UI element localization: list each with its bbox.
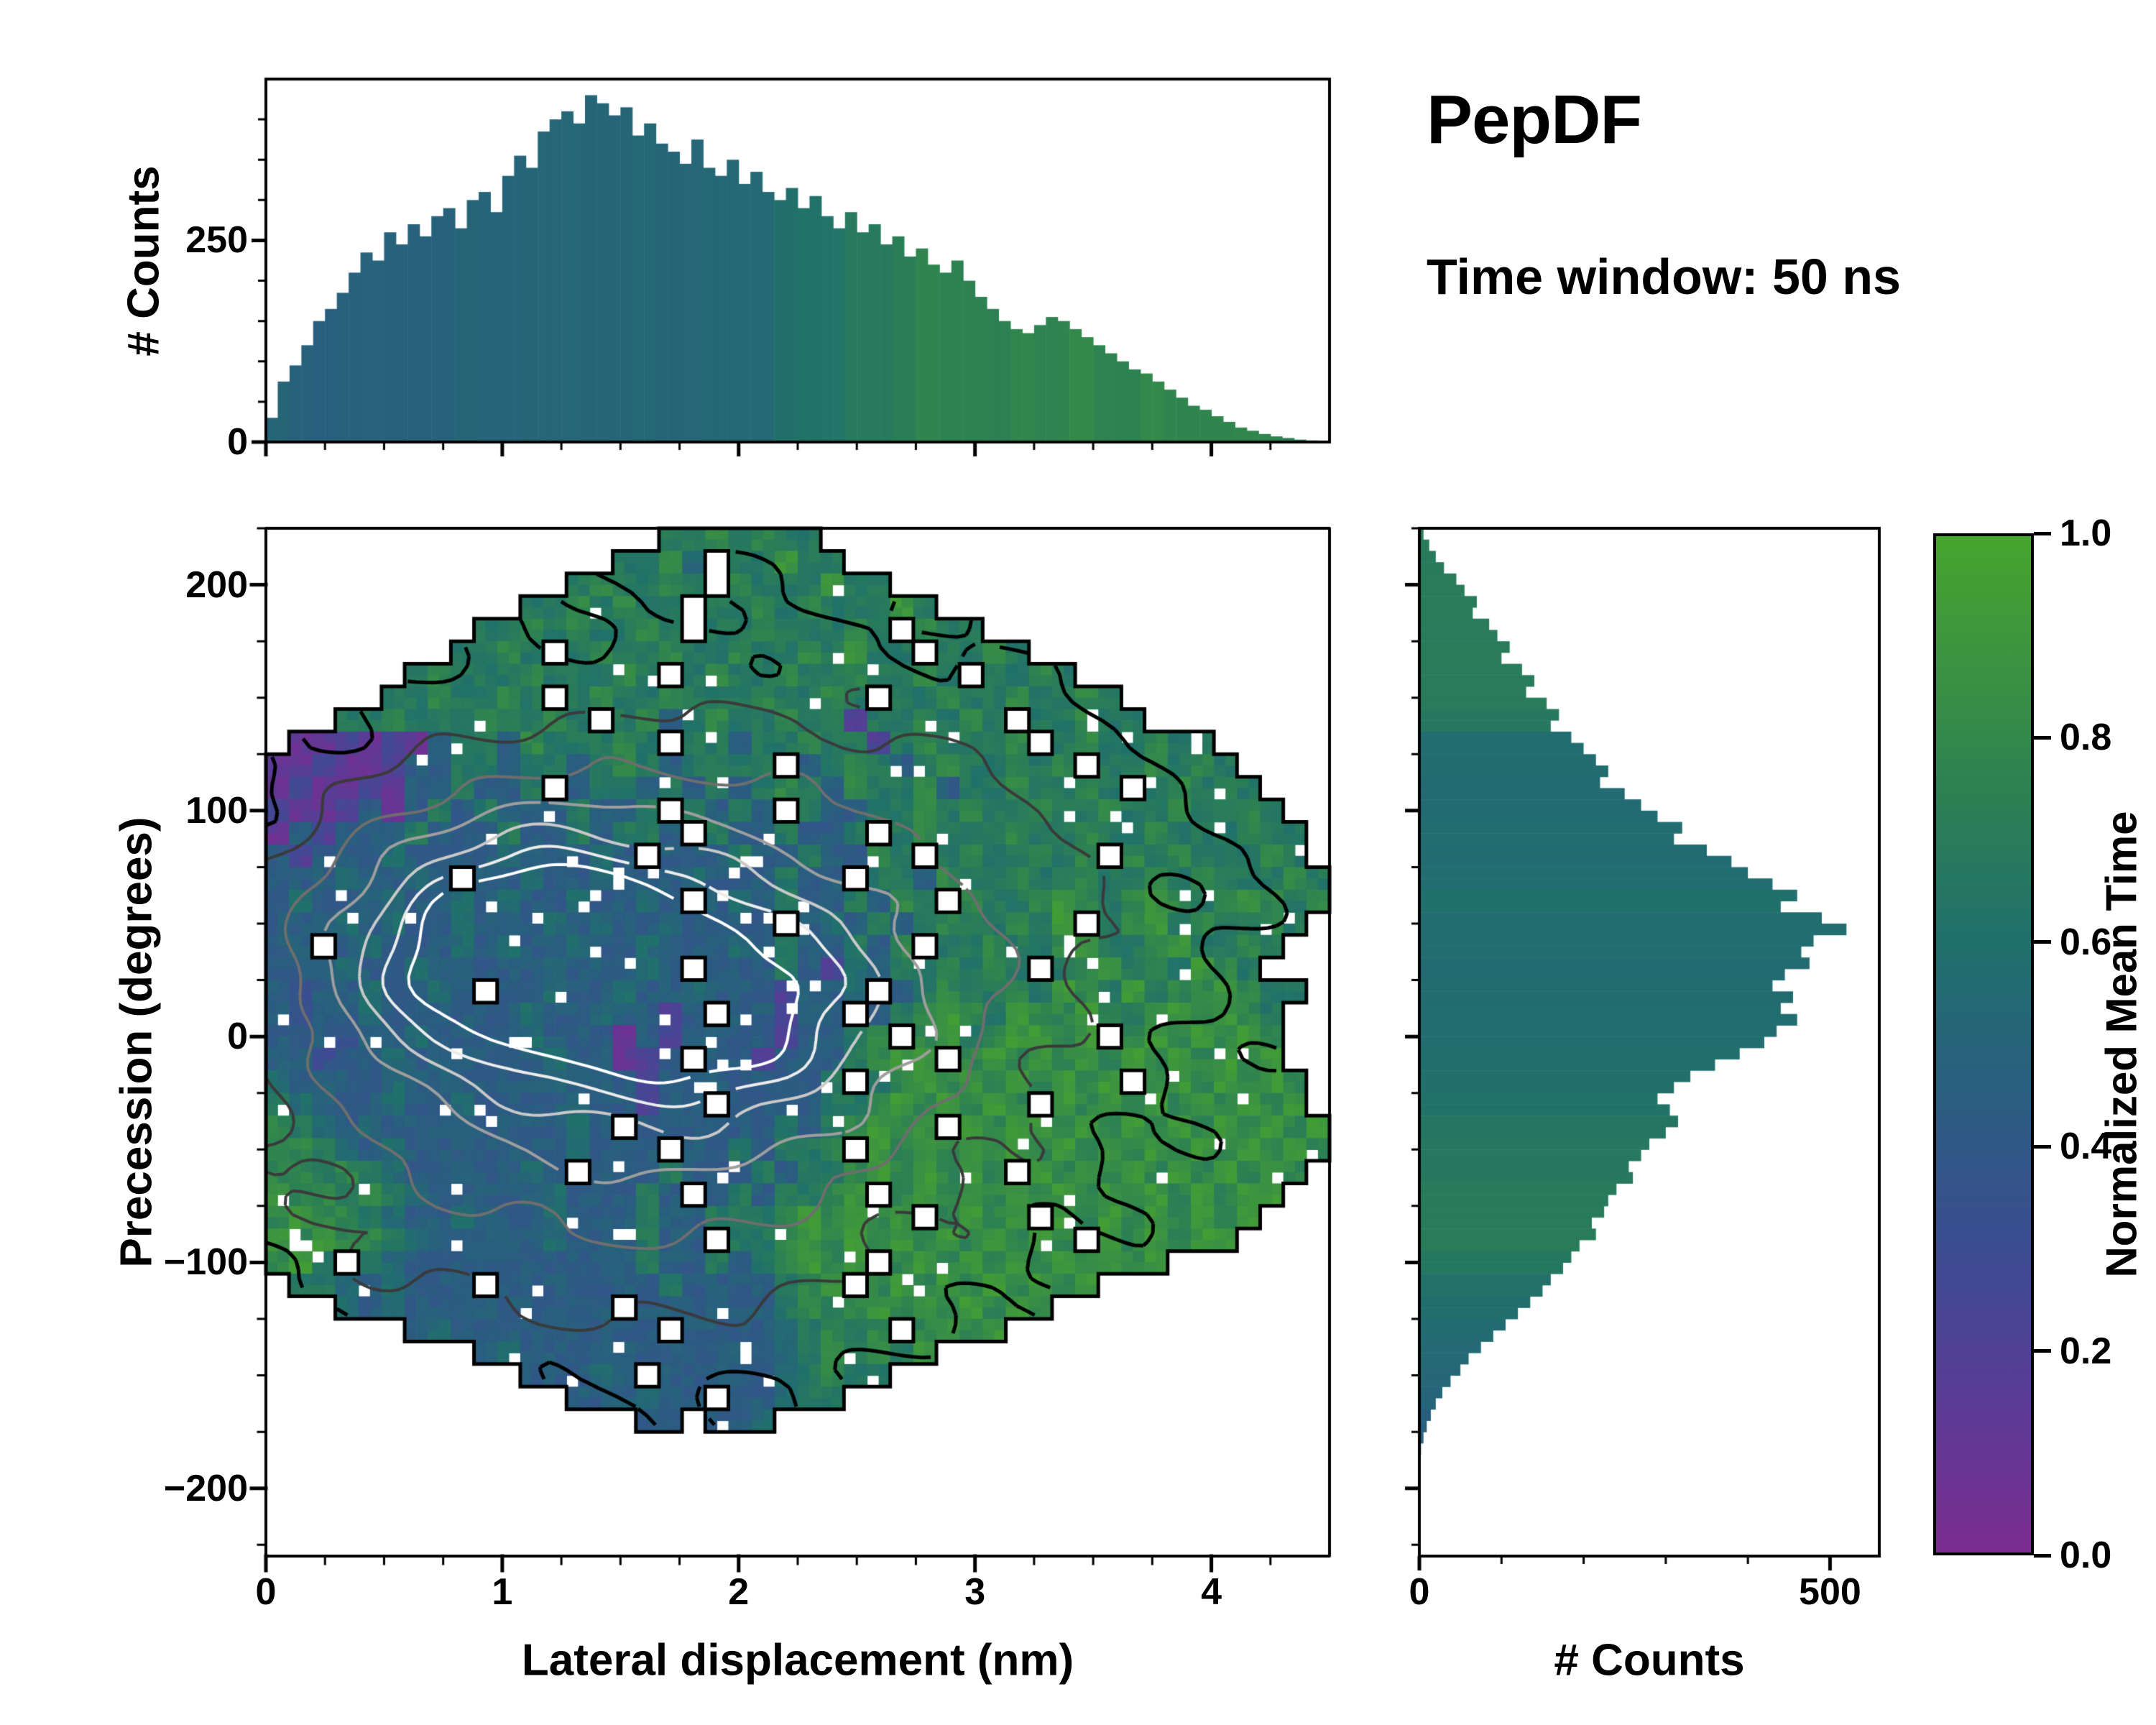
tick-label: 500 — [1799, 1571, 1861, 1613]
tick-label: −200 — [163, 1467, 248, 1509]
right-hist-xlabel: # Counts — [1554, 1635, 1745, 1685]
colorbar-tick — [2034, 1349, 2051, 1353]
tick-label: 0 — [227, 421, 248, 463]
main-xlabel: Lateral displacement (nm) — [521, 1635, 1074, 1685]
colorbar-gradient — [1933, 533, 2034, 1555]
colorbar-tick — [2034, 735, 2051, 740]
tick-label: −100 — [163, 1241, 248, 1284]
tick-label: 0 — [1409, 1571, 1430, 1613]
colorbar-tick — [2034, 1553, 2051, 1558]
main-heatmap-canvas — [237, 500, 1358, 1585]
tick-label: 0.0 — [2060, 1535, 2112, 1576]
tick-label: 3 — [964, 1571, 986, 1613]
tick-label: 1.0 — [2060, 512, 2112, 554]
colorbar-tick — [2034, 1144, 2051, 1149]
tick-label: 0.2 — [2060, 1330, 2112, 1372]
main-ylabel: Precession (degrees) — [111, 816, 162, 1268]
tick-label: 250 — [185, 219, 248, 262]
colorbar-tick — [2034, 940, 2051, 944]
tick-label: 2 — [728, 1571, 750, 1613]
colorbar-label: Normalized Mean Time — [2097, 811, 2146, 1278]
tick-label: 0 — [255, 1571, 277, 1613]
tick-label: 200 — [185, 564, 248, 606]
top-hist-ylabel: # Counts — [119, 165, 169, 356]
tick-label: 0.8 — [2060, 717, 2112, 759]
tick-label: 100 — [185, 789, 248, 832]
tick-label: 1 — [492, 1571, 513, 1613]
tick-label: 0.6 — [2060, 921, 2112, 963]
tick-label: 0.4 — [2060, 1126, 2112, 1168]
right-histogram-canvas — [1391, 500, 1908, 1585]
tick-label: 4 — [1201, 1571, 1222, 1613]
plot-title: PepDF — [1427, 81, 1642, 158]
top-histogram-canvas — [237, 50, 1358, 471]
plot-subtitle: Time window: 50 ns — [1427, 249, 1901, 305]
colorbar-tick — [2034, 531, 2051, 535]
tick-label: 0 — [227, 1016, 248, 1058]
